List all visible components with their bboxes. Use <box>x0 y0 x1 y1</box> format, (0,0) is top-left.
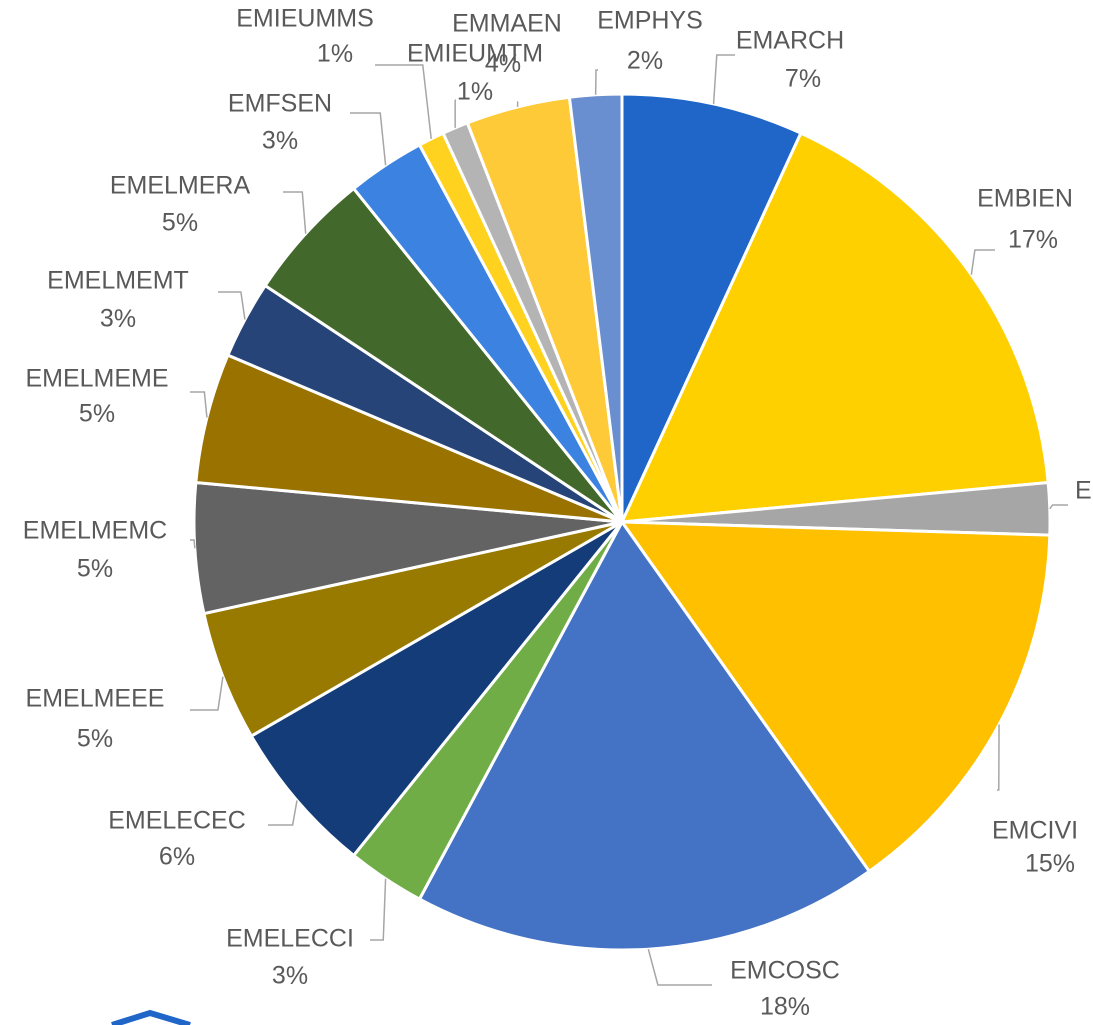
category-label: EMCOSC <box>730 957 840 985</box>
leader-line <box>970 249 995 275</box>
leader-line <box>997 724 1000 791</box>
value-label: 5% <box>79 400 115 428</box>
category-label: EMCIVI <box>992 817 1078 845</box>
value-label: 17% <box>1008 226 1058 254</box>
leader-line <box>712 54 735 104</box>
leader-line <box>375 64 432 139</box>
leader-line <box>370 878 387 941</box>
category-label: EMARCH <box>736 27 844 55</box>
value-label: 5% <box>77 725 113 753</box>
pie-slice <box>249 520 624 858</box>
category-label: EMIEUMMS <box>236 5 374 33</box>
logo-fragment <box>111 1009 191 1025</box>
value-label: 1% <box>457 78 493 106</box>
leader-line <box>218 291 246 320</box>
leader-line <box>190 539 196 549</box>
leader-line <box>190 391 208 418</box>
category-label: EMELECEC <box>108 807 246 835</box>
category-label: EMELMEMC <box>23 517 167 545</box>
value-label: 3% <box>100 305 136 333</box>
leader-line <box>350 112 387 166</box>
category-label: EMELMEEE <box>26 685 165 713</box>
value-label: 7% <box>785 65 821 93</box>
value-label: 3% <box>272 962 308 990</box>
category-label: EMELECCI <box>226 925 354 953</box>
category-label: EMELMEMT <box>47 267 189 295</box>
value-label: 1% <box>317 40 353 68</box>
leader-line <box>594 69 598 95</box>
value-label: 15% <box>1025 850 1075 878</box>
value-label: 3% <box>262 127 298 155</box>
category-label: EMELMEME <box>25 365 168 393</box>
pie-slice <box>417 519 872 952</box>
pie-slice <box>620 92 803 523</box>
value-label: 6% <box>159 843 195 871</box>
leader-line <box>190 676 224 711</box>
value-label: 18% <box>760 993 810 1021</box>
category-label: EMELMERA <box>110 172 251 200</box>
category-label: EMPHYS <box>597 7 703 35</box>
value-label: 2% <box>627 47 663 75</box>
category-label: EMMAEN <box>452 10 562 38</box>
pie-slice <box>619 131 1050 524</box>
leader-line <box>283 191 307 234</box>
category-label: EMIEUMTM <box>407 40 543 68</box>
category-label: EMFSEN <box>228 90 332 118</box>
pie-slice <box>619 520 1052 874</box>
leader-line <box>1049 504 1068 510</box>
leader-line <box>268 800 298 826</box>
category-label: EMBIEN <box>977 185 1073 213</box>
value-label: 5% <box>162 209 198 237</box>
category-label: E <box>1075 477 1092 505</box>
value-label: 4% <box>485 50 521 78</box>
leader-line <box>647 948 712 986</box>
value-label: 5% <box>77 555 113 583</box>
